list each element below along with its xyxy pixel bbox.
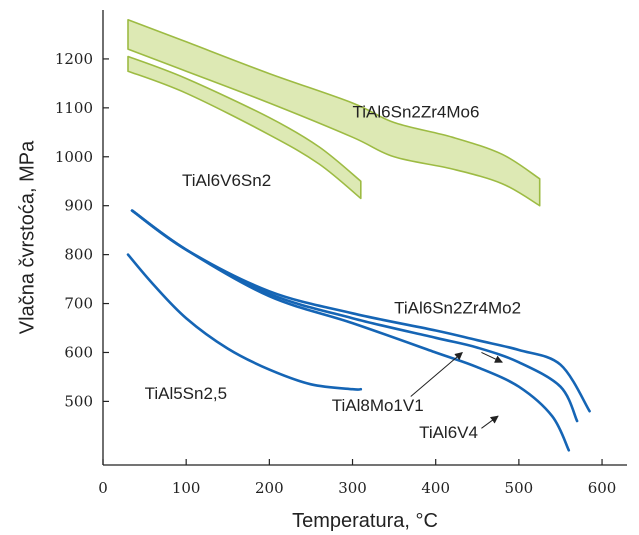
y-tick-label: 700 — [64, 295, 93, 313]
y-axis-ticks: 500 600 700 800 900 1000 1100 1200 — [55, 50, 109, 410]
curve-label-tial6v4: TiAl6V4 — [419, 423, 478, 442]
curve-label-tial8mo1v1: TiAl8Mo1V1 — [332, 396, 424, 415]
band-tial6sn2zr4mo6 — [127, 19, 541, 207]
x-tick-label: 200 — [255, 479, 284, 497]
y-tick-label: 1000 — [55, 148, 93, 166]
y-tick-label: 1100 — [55, 99, 93, 117]
curve-label-tial6v6sn2: TiAl6V6Sn2 — [182, 171, 271, 190]
band-tial6v6sn2 — [127, 55, 362, 200]
y-tick-label: 1200 — [55, 50, 93, 68]
pointer-arrow-3 — [481, 415, 499, 429]
x-tick-label: 500 — [505, 479, 534, 497]
pointer-arrow-1 — [481, 352, 503, 363]
line-tial5sn2-5 — [126, 253, 363, 391]
y-tick-label: 900 — [64, 197, 93, 215]
label-pointers — [410, 351, 503, 429]
pointer-arrow-2 — [410, 351, 463, 397]
x-tick-label: 400 — [421, 479, 450, 497]
x-tick-label: 600 — [588, 479, 617, 497]
strength-curves — [126, 209, 591, 452]
y-tick-label: 800 — [64, 246, 93, 264]
line-tial6v4 — [130, 209, 571, 452]
x-tick-label: 300 — [338, 479, 367, 497]
curve-label-tial6sn2zr4mo6: TiAl6Sn2Zr4Mo6 — [353, 103, 480, 122]
x-tick-label: 0 — [98, 479, 108, 497]
y-tick-label: 500 — [64, 392, 93, 410]
x-axis-title: Temperatura, °C — [292, 510, 438, 532]
axes — [102, 10, 627, 466]
curve-label-tial6sn2zr4mo2: TiAl6Sn2Zr4Mo2 — [394, 298, 521, 317]
curve-labels: TiAl6Sn2Zr4Mo6 TiAl6V6Sn2 TiAl6Sn2Zr4Mo2 Ti… — [145, 103, 521, 442]
y-axis-title: Vlačna čvrstoća, MPa — [16, 140, 38, 334]
curve-label-tial5sn2-5: TiAl5Sn2,5 — [145, 384, 228, 403]
strength-bands — [127, 19, 541, 207]
x-tick-label: 100 — [172, 479, 201, 497]
y-tick-label: 600 — [64, 343, 93, 361]
x-axis-ticks: 0 100 200 300 400 500 600 — [98, 459, 616, 497]
